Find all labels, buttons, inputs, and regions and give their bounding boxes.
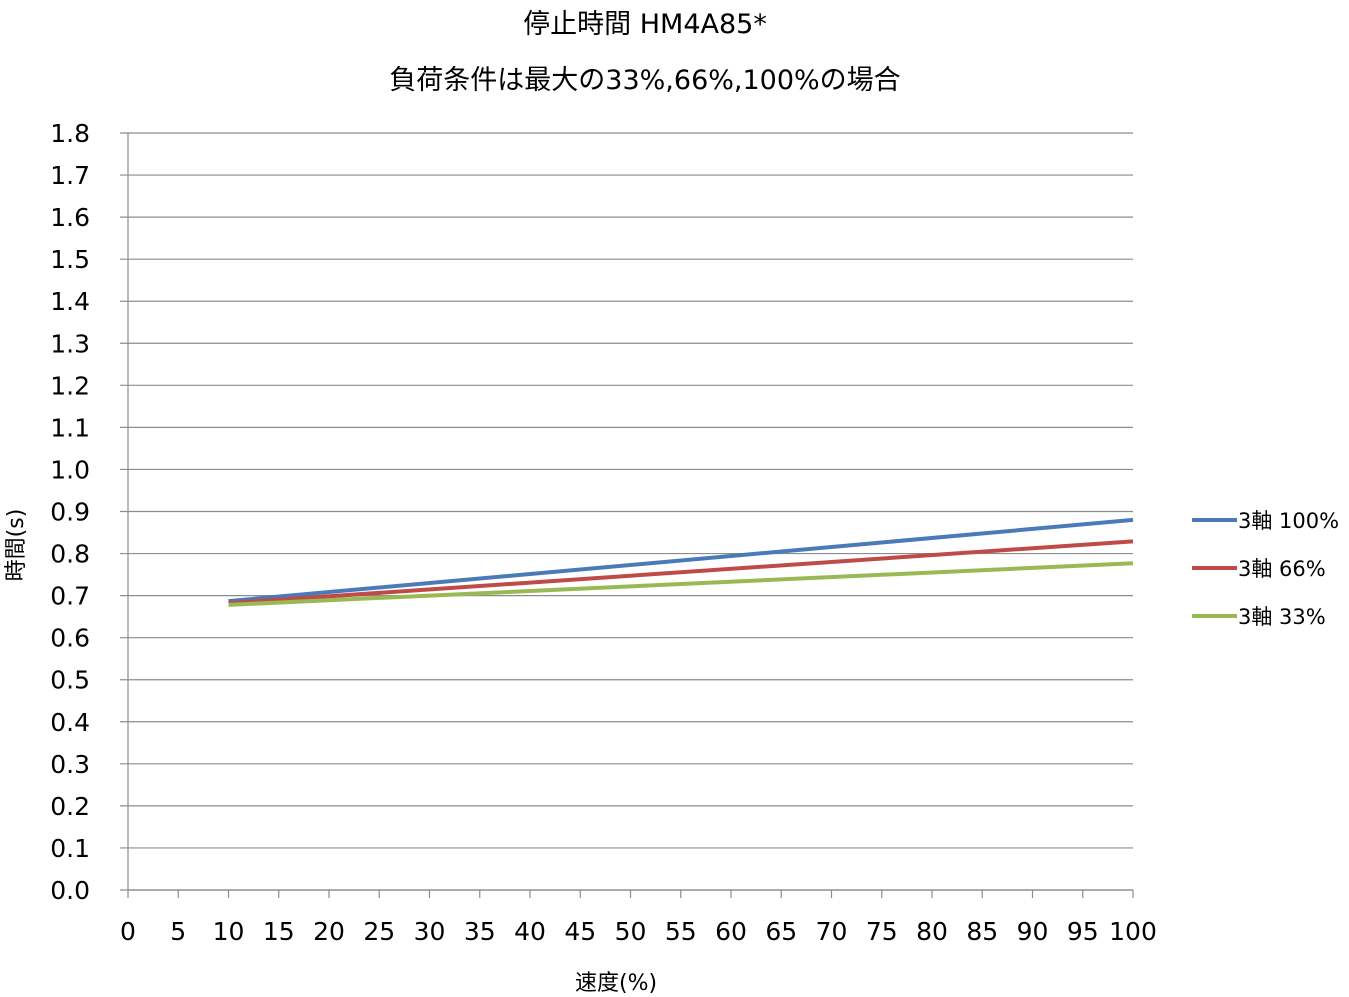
x-tick-label: 85 [966,917,998,946]
x-tick-label: 55 [665,917,697,946]
x-tick-label: 5 [170,917,186,946]
y-tick-label: 1.4 [50,287,90,316]
x-tick-label: 95 [1067,917,1099,946]
x-tick-label: 15 [263,917,295,946]
x-tick-label: 30 [414,917,446,946]
y-tick-label: 0.1 [50,834,90,863]
x-tick-label: 20 [313,917,345,946]
x-tick-label: 50 [615,917,647,946]
x-tick-label: 80 [916,917,948,946]
y-tick-label: 0.5 [50,666,90,695]
y-tick-label: 1.6 [50,203,90,232]
legend-label-2: 3軸 66% [1238,557,1326,581]
y-tick-label: 0.6 [50,624,90,653]
legend-label-3: 3軸 33% [1238,605,1326,629]
y-tick-label: 0.7 [50,582,90,611]
x-tick-label: 0 [120,917,136,946]
y-tick-label: 1.0 [50,455,90,484]
series-line-3 [228,561,1134,607]
y-tick-label: 1.5 [50,245,90,274]
x-tick-label: 35 [464,917,496,946]
y-tick-label: 0.3 [50,750,90,779]
x-tick-label: 100 [1109,917,1157,946]
series-line-1 [228,517,1134,604]
chart-subtitle: 負荷条件は最大の33%,66%,100%の場合 [389,65,901,96]
x-tick-label: 25 [363,917,395,946]
y-tick-label: 0.0 [50,876,90,905]
chart-title: 停止時間 HM4A85* [523,9,767,40]
x-tick-label: 75 [866,917,898,946]
y-tick-label: 0.4 [50,708,90,737]
y-tick-label: 0.2 [50,792,90,821]
x-tick-label: 45 [564,917,596,946]
x-tick-label: 90 [1017,917,1049,946]
x-tick-label: 40 [514,917,546,946]
y-tick-label: 1.3 [50,329,90,358]
x-tick-label: 70 [816,917,848,946]
x-axis-label: 速度(%) [575,971,658,996]
y-tick-label: 1.2 [50,371,90,400]
x-tick-label: 10 [213,917,245,946]
y-tick-label: 1.1 [50,413,90,442]
legend-label-1: 3軸 100% [1238,509,1339,533]
y-tick-label: 0.8 [50,540,90,569]
y-tick-label: 0.9 [50,498,90,527]
x-tick-label: 60 [715,917,747,946]
x-tick-label: 65 [765,917,797,946]
y-tick-label: 1.8 [50,119,90,148]
series-line-2 [228,539,1134,606]
y-tick-label: 1.7 [50,161,90,190]
